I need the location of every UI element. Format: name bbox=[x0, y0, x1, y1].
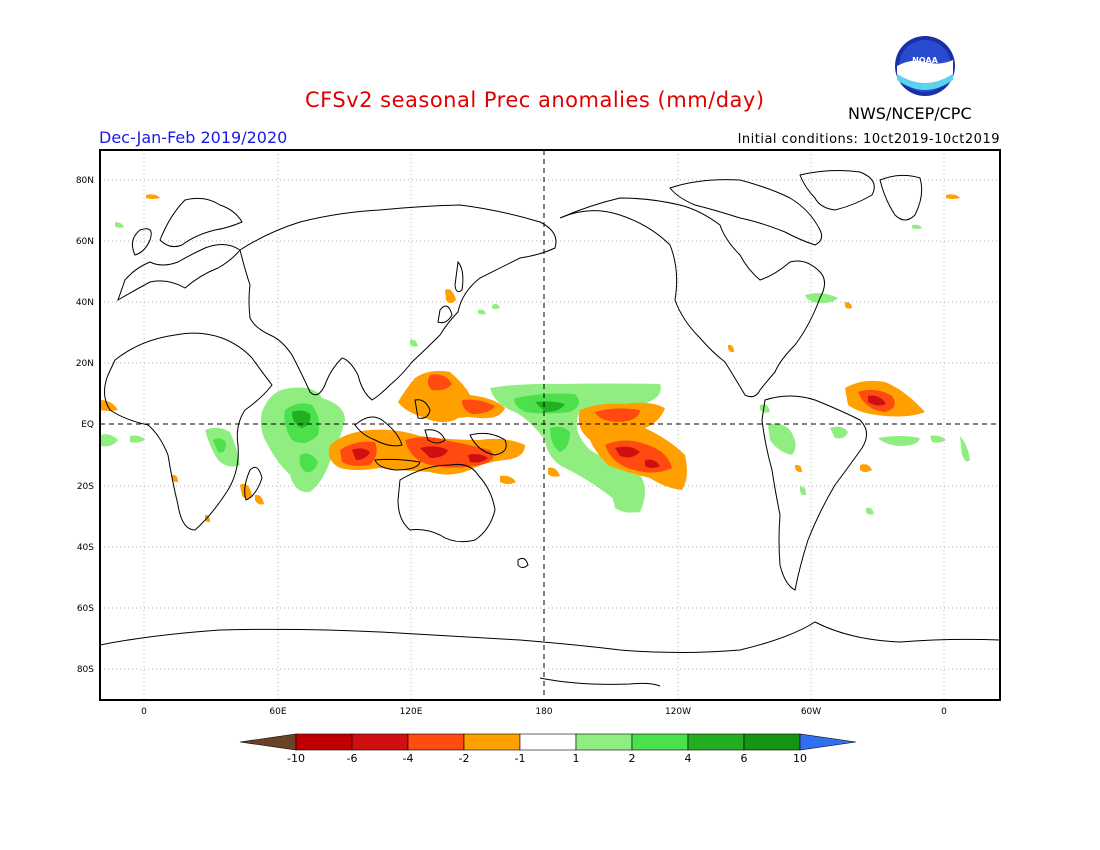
lat-label: 40S bbox=[77, 543, 94, 553]
lat-axis: 80N 60N 40N 20N EQ 20S 40S 60S 80S bbox=[76, 176, 94, 675]
legend-tick-label: -1 bbox=[515, 752, 526, 765]
initial-conditions-label: Initial conditions: 10ct2019-10ct2019 bbox=[737, 132, 1000, 147]
legend-swatch bbox=[631, 733, 689, 751]
legend-swatch bbox=[519, 733, 577, 751]
lat-label: 60N bbox=[76, 237, 94, 247]
lon-label: 0 bbox=[941, 707, 947, 717]
legend-tick-label: -10 bbox=[287, 752, 305, 765]
legend-swatch bbox=[351, 733, 409, 751]
lat-label: 20N bbox=[76, 359, 94, 369]
lat-label: 20S bbox=[77, 482, 94, 492]
map-area bbox=[100, 150, 1000, 700]
legend-swatch bbox=[743, 733, 801, 751]
lat-label: EQ bbox=[81, 420, 94, 430]
legend-tick-label: 4 bbox=[685, 752, 692, 765]
legend-tick-label: 2 bbox=[629, 752, 636, 765]
lon-label: 0 bbox=[141, 707, 147, 717]
lon-label: 120E bbox=[400, 707, 423, 717]
lon-label: 60E bbox=[269, 707, 286, 717]
lat-label: 40N bbox=[76, 298, 94, 308]
lon-label: 120W bbox=[665, 707, 691, 717]
lat-label: 80S bbox=[77, 665, 94, 675]
legend-swatch bbox=[463, 733, 521, 751]
legend-arrow-high bbox=[799, 733, 857, 751]
noaa-logo-text: NOAA bbox=[912, 56, 938, 65]
legend-tick-label: -4 bbox=[403, 752, 414, 765]
legend-tick-label: -2 bbox=[459, 752, 470, 765]
legend-tick-label: 1 bbox=[573, 752, 580, 765]
legend-swatch bbox=[295, 733, 353, 751]
legend-swatch bbox=[687, 733, 745, 751]
legend-tick-label: 6 bbox=[741, 752, 748, 765]
lon-label: 180 bbox=[535, 707, 552, 717]
lat-label: 60S bbox=[77, 604, 94, 614]
wet-anomalies bbox=[100, 222, 970, 515]
lat-label: 80N bbox=[76, 176, 94, 186]
legend-tick-label: -6 bbox=[347, 752, 358, 765]
legend-arrow-low bbox=[239, 733, 297, 751]
map-frame bbox=[99, 149, 1001, 701]
season-label: Dec-Jan-Feb 2019/2020 bbox=[99, 128, 288, 147]
legend-swatch bbox=[407, 733, 465, 751]
map-title: CFSv2 seasonal Prec anomalies (mm/day) bbox=[305, 88, 765, 112]
lon-label: 60W bbox=[801, 707, 821, 717]
agency-label: NWS/NCEP/CPC bbox=[848, 104, 972, 123]
noaa-logo: NOAA bbox=[895, 36, 955, 96]
lon-axis: 0 60E 120E 180 120W 60W 0 bbox=[141, 707, 947, 717]
color-legend: -10 -6 -4 -2 -1 1 2 4 6 10 bbox=[239, 733, 857, 765]
legend-tick-label: 10 bbox=[793, 752, 807, 765]
coastlines bbox=[100, 170, 1000, 687]
legend-swatch bbox=[575, 733, 633, 751]
